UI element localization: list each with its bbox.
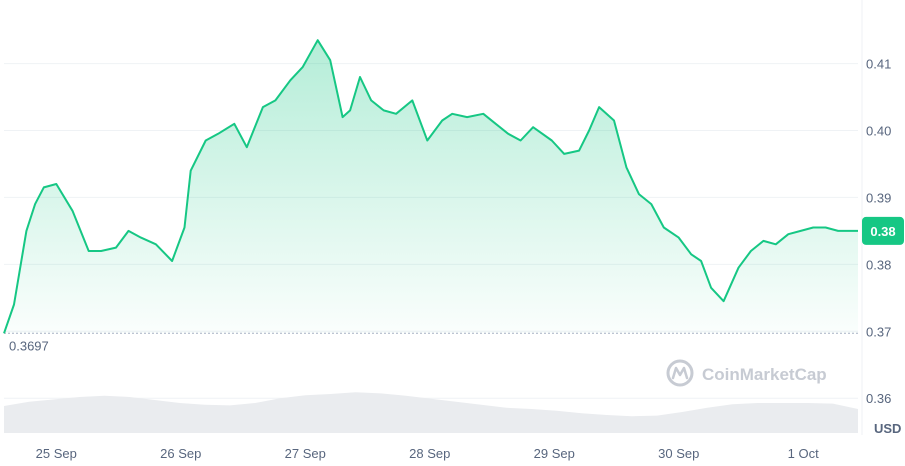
price-point [155,243,157,245]
price-point [71,210,73,212]
price-point [588,129,590,131]
watermark-brand: CoinMarketCap [702,365,827,384]
price-point [598,106,600,108]
price-point [88,250,90,252]
price-point [638,193,640,195]
volume-area [4,392,858,433]
y-tick-label: 0.40 [866,124,891,139]
price-point [395,113,397,115]
price-point [171,260,173,262]
price-point [329,59,331,61]
price-point [578,149,580,151]
price-point [205,139,207,141]
currency-unit-label: USD [874,421,901,436]
price-point [710,287,712,289]
price-area [4,40,858,334]
price-point [762,240,764,242]
y-tick-label: 0.39 [866,190,891,205]
current-price-badge-bg [862,216,904,245]
price-point [824,226,826,228]
price-point [55,183,57,185]
x-axis: 25 Sep 26 Sep 27 Sep 28 Sep 29 Sep 30 Sep 1 Oc… [36,446,819,461]
price-point [563,153,565,155]
open-price-label: 0.3697 [9,338,49,353]
x-tick-label: 25 Sep [36,446,77,461]
price-point [349,109,351,111]
y-tick-label: 0.37 [866,324,891,339]
price-point [317,39,319,41]
price-point [451,113,453,115]
price-point [115,246,117,248]
y-axis: 0.41 0.40 0.39 0.38 0.37 0.36 [866,57,891,407]
price-point [837,230,839,232]
price-point [663,226,665,228]
price-point [775,243,777,245]
price-point [302,66,304,68]
price-point [262,106,264,108]
current-price-value: 0.38 [870,224,895,239]
price-point [426,139,428,141]
price-point [43,186,45,188]
coinmarketcap-watermark: CoinMarketCap [666,359,827,387]
price-point [140,236,142,238]
price-point [551,139,553,141]
price-point [625,166,627,168]
price-point [100,250,102,252]
price-point [507,133,509,135]
volume-bars [4,392,858,433]
price-point [722,300,724,302]
price-point [847,230,849,232]
price-point [678,236,680,238]
price-point [787,233,789,235]
price-point [857,230,859,232]
price-point [383,109,385,111]
price-point [217,133,219,135]
current-price-badge: 0.38 [862,216,904,245]
price-line [3,39,858,334]
price-point [441,119,443,121]
x-tick-label: 26 Sep [160,446,201,461]
price-point [183,226,185,228]
price-point [519,139,521,141]
x-tick-label: 27 Sep [285,446,326,461]
price-point [411,99,413,101]
price-point [495,123,497,125]
price-point [233,123,235,125]
price-point [3,332,5,334]
price-point [246,146,248,148]
x-tick-label: 30 Sep [658,446,699,461]
price-point [700,260,702,262]
price-point [737,267,739,269]
price-point [532,126,534,128]
price-point [190,170,192,172]
price-point [274,99,276,101]
price-point [370,99,372,101]
x-tick-label: 28 Sep [409,446,450,461]
price-point [25,230,27,232]
y-tick-label: 0.36 [866,391,891,406]
price-point [127,230,129,232]
price-point [650,203,652,205]
x-tick-label: 1 Oct [788,446,819,461]
price-point [690,253,692,255]
y-tick-label: 0.38 [866,257,891,272]
price-point [341,116,343,118]
coinmarketcap-logo-icon [666,359,694,387]
price-point [750,250,752,252]
price-point [34,203,36,205]
price-point [289,79,291,81]
price-point [613,119,615,121]
price-point [359,76,361,78]
price-point [812,226,814,228]
price-point [466,116,468,118]
x-tick-label: 29 Sep [534,446,575,461]
price-point [800,230,802,232]
price-point [482,113,484,115]
y-tick-label: 0.41 [866,57,891,72]
price-point [13,303,15,305]
